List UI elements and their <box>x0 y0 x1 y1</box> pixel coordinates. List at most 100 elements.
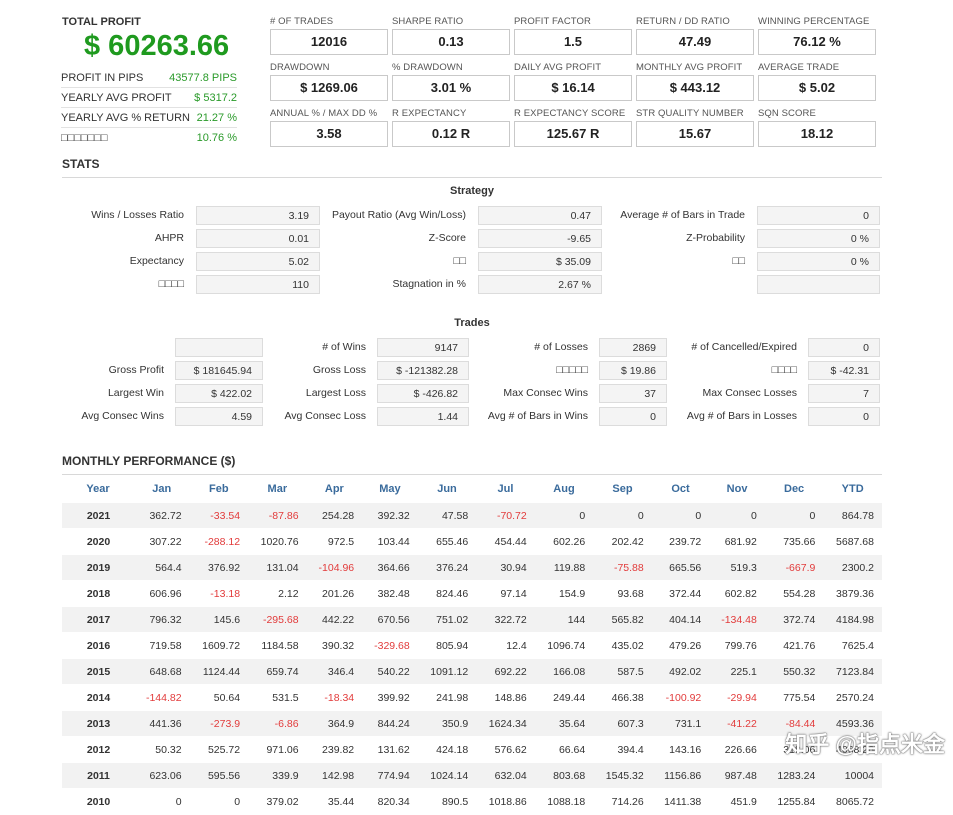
month-cell: 0 <box>709 503 765 529</box>
month-cell: 1624.34 <box>476 710 535 737</box>
ytd-cell: 5687.68 <box>823 528 882 555</box>
ytd-cell: 4184.98 <box>823 606 882 633</box>
month-cell: 376.92 <box>189 554 249 581</box>
stat-label: Largest Loss <box>305 387 366 399</box>
stat-label: Max Consec Wins <box>503 387 588 399</box>
month-cell: 154.9 <box>534 580 594 607</box>
month-cell: 665.56 <box>651 554 710 581</box>
table-row: 2017 796.32 145.6 -295.68 442.22 670.56 751.02… <box>62 606 882 633</box>
column-header-year: Year <box>86 483 110 495</box>
month-cell: 607.3 <box>593 710 652 737</box>
month-cell: 0 <box>534 503 594 529</box>
month-cell: 971.06 <box>248 736 307 763</box>
metric-r-expectancy: R EXPECTANCY 0.12 R <box>392 108 510 147</box>
table-row: 2012 50.32 525.72 971.06 239.82 131.62 424.18 5… <box>62 736 882 763</box>
stat-label: □□□□ <box>158 278 184 290</box>
table-row: 2020 307.22 -288.12 1020.76 972.5 103.44 655.4… <box>62 528 882 555</box>
month-cell: 66.64 <box>534 736 594 763</box>
stat-label: Stagnation in % <box>392 278 466 290</box>
stat-value: 0.01 <box>196 229 320 248</box>
month-cell: -6.86 <box>248 710 307 737</box>
month-cell: 103.44 <box>362 528 418 555</box>
stats-title: STATS <box>62 157 100 171</box>
month-cell: 1124.44 <box>189 658 249 685</box>
month-cell: 587.5 <box>593 658 652 685</box>
month-cell: 307.22 <box>134 528 190 555</box>
stat-label: □□ <box>453 255 466 267</box>
month-cell: -70.72 <box>476 503 535 529</box>
monthly-return-row: □□□□□□□ 10.76 % <box>61 132 237 144</box>
month-cell: 201.26 <box>306 580 363 607</box>
month-cell: 595.56 <box>189 762 249 789</box>
month-cell: 492.02 <box>651 658 710 685</box>
ytd-cell: 8065.72 <box>823 788 882 815</box>
side-label: YEARLY AVG PROFIT <box>61 92 172 104</box>
month-cell: 451.9 <box>709 788 765 815</box>
stat-label: Avg # of Bars in Losses <box>686 410 797 422</box>
year-cell: 2010 <box>62 788 134 815</box>
side-value: 43577.8 PIPS <box>169 72 237 84</box>
stat-value: $ 181645.94 <box>175 361 263 380</box>
stat-label: Average # of Bars in Trade <box>620 209 745 221</box>
month-cell: -41.22 <box>709 710 765 737</box>
metric-value: 1.5 <box>514 29 632 55</box>
month-cell: 249.44 <box>534 684 594 711</box>
ytd-cell: 10004 <box>823 762 882 789</box>
total-profit-value: $ 60263.66 <box>84 30 230 62</box>
table-row: 2013 441.36 -273.9 -6.86 364.9 844.24 350.9 162… <box>62 710 882 737</box>
metric-label: AVERAGE TRADE <box>758 62 840 73</box>
metric-str-quality-number: STR QUALITY NUMBER 15.67 <box>636 108 754 147</box>
column-header-jul: Jul <box>497 483 514 495</box>
month-cell: 1184.58 <box>248 632 307 659</box>
stat-value: 0 <box>599 407 667 426</box>
yearly-avg-profit-row: YEARLY AVG PROFIT $ 5317.2 <box>61 92 237 104</box>
month-cell: 50.64 <box>189 684 249 711</box>
month-cell: 1024.14 <box>417 762 477 789</box>
month-cell: 404.14 <box>651 606 710 633</box>
year-cell: 2015 <box>62 658 134 685</box>
stat-label: Gross Loss <box>312 364 366 376</box>
month-cell: 143.16 <box>651 736 710 763</box>
yearly-avg-return-row: YEARLY AVG % RETURN 21.27 % <box>61 112 237 124</box>
ytd-cell: 3879.36 <box>823 580 882 607</box>
stat-value <box>757 275 880 294</box>
column-header-feb: Feb <box>209 483 229 495</box>
stat-label: □□ <box>732 255 745 267</box>
month-cell: 632.04 <box>476 762 535 789</box>
month-cell: 1020.76 <box>248 528 307 555</box>
month-cell: 714.26 <box>593 788 652 815</box>
month-cell: -295.68 <box>248 606 307 633</box>
year-cell: 2018 <box>62 580 134 607</box>
month-cell: 670.56 <box>362 606 418 633</box>
stat-value: $ -121382.28 <box>377 361 469 380</box>
metric-return-dd-ratio: RETURN / DD RATIO 47.49 <box>636 16 754 55</box>
monthly-performance-table: Year Jan Feb Mar Apr May Jun Jul Aug Sep… <box>62 475 882 815</box>
year-cell: 2019 <box>62 554 134 581</box>
month-cell: 254.28 <box>306 503 363 529</box>
month-cell: 1018.86 <box>476 788 535 815</box>
month-cell: 0 <box>764 503 824 529</box>
metric-label: R EXPECTANCY <box>392 108 467 119</box>
stat-value: 0 <box>808 338 880 357</box>
month-cell: 441.36 <box>134 710 190 737</box>
month-cell: 364.9 <box>306 710 363 737</box>
side-value: 21.27 % <box>196 112 237 124</box>
profit-in-pips-row: PROFIT IN PIPS 43577.8 PIPS <box>61 72 237 84</box>
total-profit-label: TOTAL PROFIT <box>62 16 141 28</box>
metric-monthly-avg-profit: MONTHLY AVG PROFIT $ 443.12 <box>636 62 754 101</box>
month-cell: 364.66 <box>362 554 418 581</box>
metric-daily-avg-profit: DAILY AVG PROFIT $ 16.14 <box>514 62 632 101</box>
month-cell: -144.82 <box>134 684 190 711</box>
month-cell: 890.5 <box>417 788 477 815</box>
month-cell: 379.02 <box>248 788 307 815</box>
month-cell: 1096.74 <box>534 632 594 659</box>
stat-value: 2.67 % <box>478 275 602 294</box>
month-cell: 372.44 <box>651 580 710 607</box>
month-cell: 239.72 <box>651 528 710 555</box>
month-cell: -667.9 <box>764 554 824 581</box>
month-cell: 202.42 <box>593 528 652 555</box>
month-cell: 392.32 <box>362 503 418 529</box>
year-cell: 2016 <box>62 632 134 659</box>
metric-value: 12016 <box>270 29 388 55</box>
stat-label: Z-Score <box>428 232 466 244</box>
